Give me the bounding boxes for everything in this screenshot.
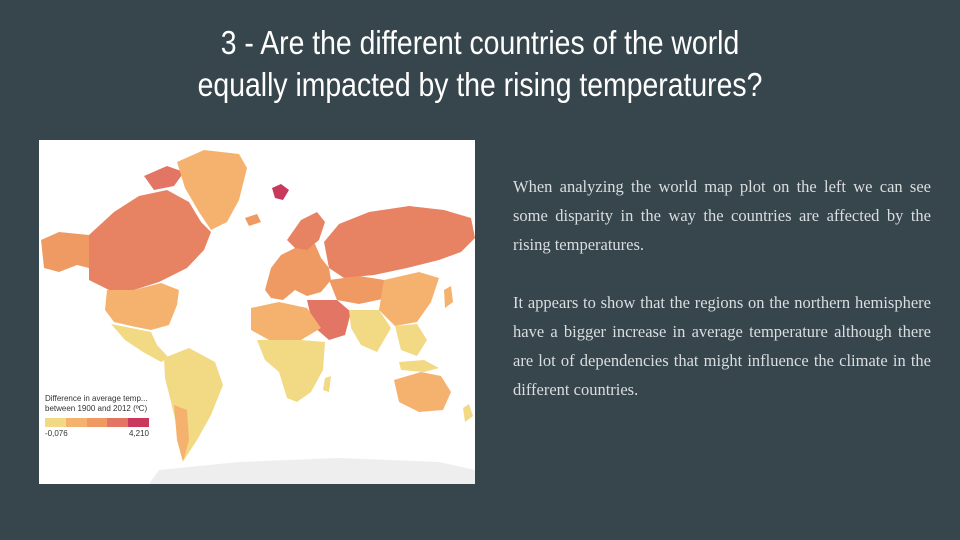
region-antarctica bbox=[149, 458, 475, 484]
legend-swatch-2 bbox=[65, 418, 87, 427]
legend-color-scale bbox=[45, 418, 149, 427]
region-greenland bbox=[177, 150, 247, 230]
region-arctic-islands bbox=[144, 166, 184, 190]
slide-title-line-2: equally impacted by the rising temperatu… bbox=[197, 66, 763, 103]
legend-swatch-5 bbox=[128, 418, 149, 427]
map-legend: Difference in average temp... between 19… bbox=[45, 394, 155, 438]
legend-swatch-4 bbox=[107, 418, 129, 427]
region-iceland bbox=[245, 214, 261, 226]
legend-title-line-1: Difference in average temp... bbox=[45, 394, 148, 403]
region-south-america bbox=[164, 348, 223, 460]
region-argentina bbox=[174, 405, 189, 462]
world-map-panel: Difference in average temp... between 19… bbox=[39, 140, 475, 484]
region-indonesia bbox=[399, 360, 439, 372]
legend-swatch-3 bbox=[86, 418, 108, 427]
paragraph-1: When analyzing the world map plot on the… bbox=[513, 177, 931, 254]
region-europe bbox=[265, 240, 331, 300]
region-russia bbox=[324, 206, 475, 278]
region-north-africa bbox=[251, 302, 321, 340]
region-middle-east bbox=[307, 300, 351, 340]
region-central-asia bbox=[329, 276, 387, 304]
region-china bbox=[379, 272, 439, 326]
region-usa bbox=[105, 283, 179, 330]
body-text: When analyzing the world map plot on the… bbox=[513, 172, 931, 433]
region-japan bbox=[444, 286, 453, 308]
legend-title-line-2: between 1900 and 2012 (ºC) bbox=[45, 404, 148, 413]
region-alaska bbox=[41, 232, 89, 272]
region-scandinavia bbox=[287, 212, 325, 250]
region-canada bbox=[89, 190, 211, 290]
region-sub-saharan-africa bbox=[257, 340, 325, 402]
region-australia bbox=[394, 372, 451, 412]
region-mexico bbox=[111, 324, 169, 362]
paragraph-2: It appears to show that the regions on t… bbox=[513, 293, 931, 399]
legend-swatch-1 bbox=[45, 418, 66, 427]
region-southeast-asia bbox=[395, 324, 427, 356]
region-svalbard bbox=[272, 184, 289, 200]
world-map bbox=[41, 150, 475, 484]
slide-title: 3 - Are the different countries of the w… bbox=[102, 22, 859, 106]
legend-max-label: 4,210 bbox=[128, 429, 149, 438]
region-new-zealand bbox=[463, 404, 473, 422]
region-south-asia bbox=[349, 310, 391, 352]
region-madagascar bbox=[323, 376, 331, 392]
legend-min-label: -0,076 bbox=[45, 429, 68, 438]
slide-title-line-1: 3 - Are the different countries of the w… bbox=[220, 24, 740, 61]
